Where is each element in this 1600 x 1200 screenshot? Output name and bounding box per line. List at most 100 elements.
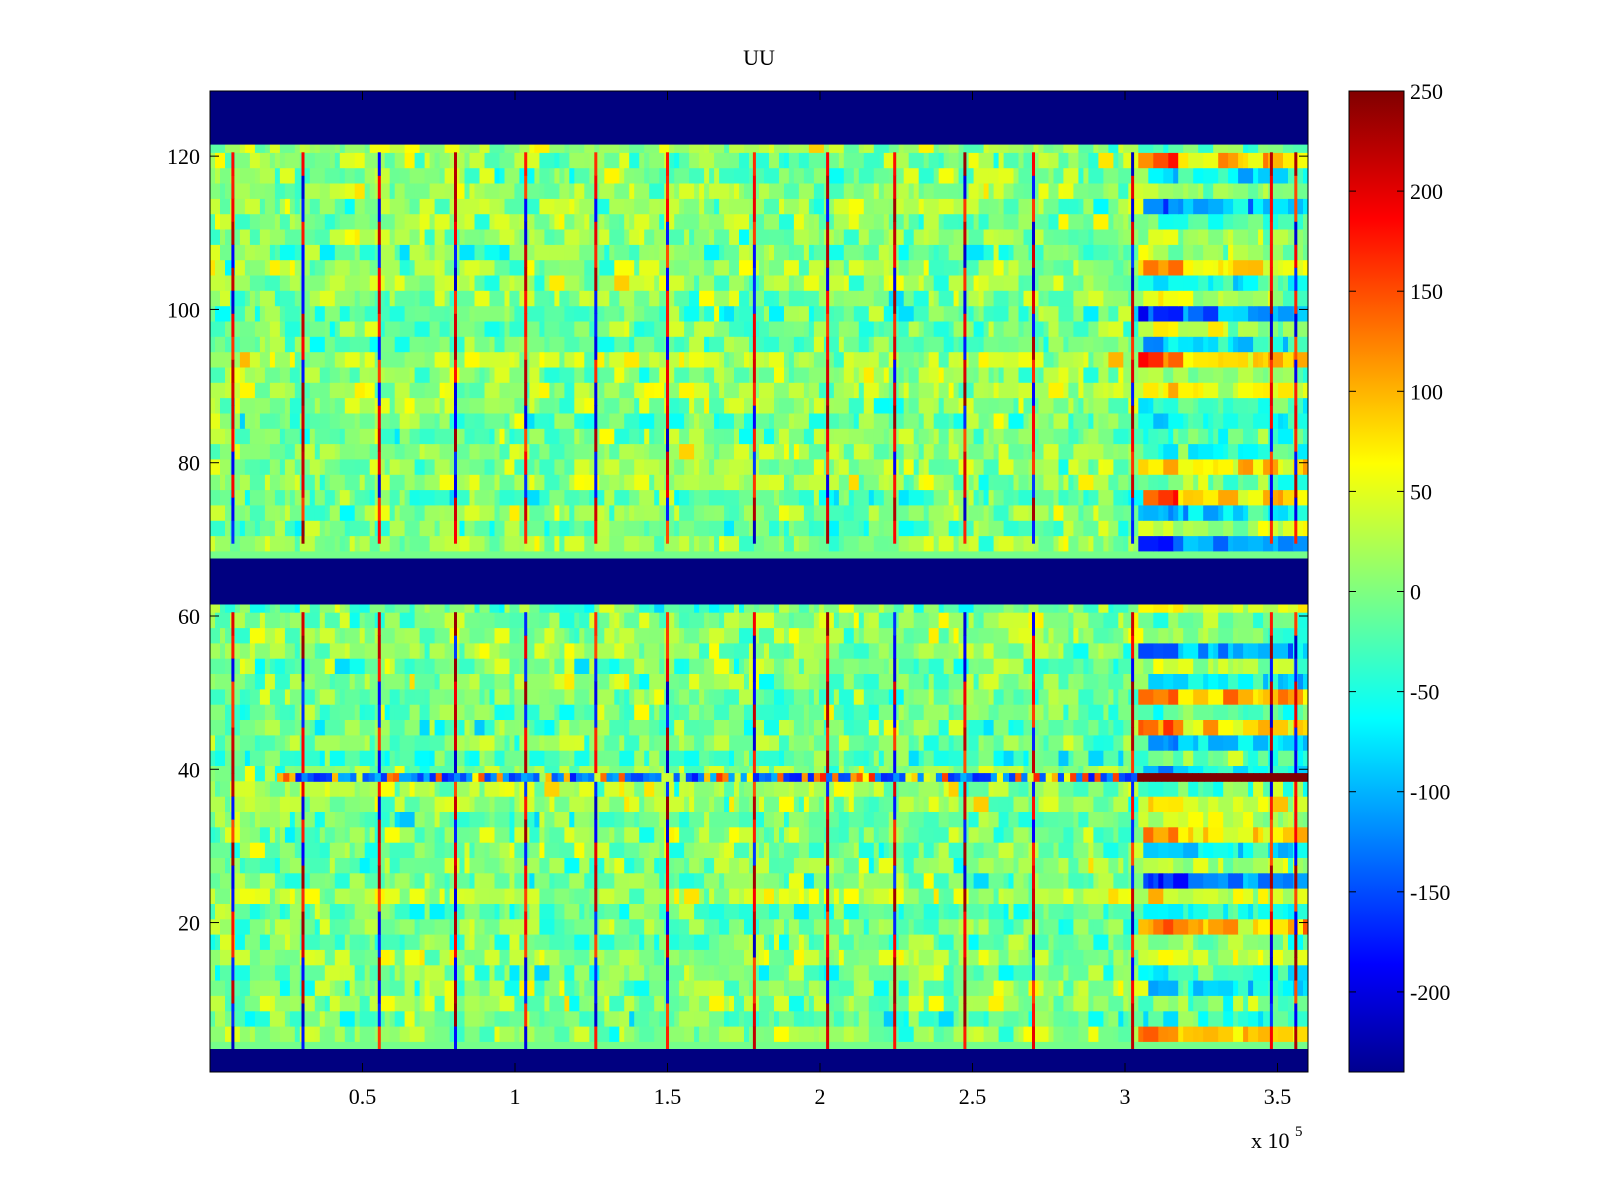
heatmap-cell xyxy=(689,535,695,552)
heatmap-cell xyxy=(359,934,366,950)
heatmap-cell xyxy=(993,474,1010,491)
heatmap-cell xyxy=(1053,489,1060,506)
heatmap-cell xyxy=(329,704,341,720)
heatmap-cell xyxy=(235,918,251,935)
heatmap-cell xyxy=(1033,320,1045,337)
heatmap-cell xyxy=(369,520,376,537)
heatmap-cell xyxy=(1258,688,1264,705)
heatmap-cell xyxy=(514,734,520,751)
heatmap-cell xyxy=(339,504,356,521)
heatmap-cell xyxy=(769,642,785,659)
heatmap-cell xyxy=(704,734,715,751)
heatmap-cell xyxy=(444,872,451,889)
heatmap-cell xyxy=(529,366,540,383)
heatmap-cell xyxy=(938,382,950,399)
heatmap-cell xyxy=(933,443,950,460)
heatmap-cell xyxy=(1168,612,1179,629)
heatmap-cell xyxy=(1218,888,1229,904)
heatmap-cell xyxy=(210,918,221,935)
heatmap-cell xyxy=(624,412,640,429)
heatmap-cell xyxy=(454,780,471,797)
heatmap-cell xyxy=(210,336,216,353)
heatmap-cell xyxy=(724,688,740,705)
heatmap-cell xyxy=(1293,458,1304,475)
heatmap-cell xyxy=(1273,305,1279,322)
heatmap-cell xyxy=(249,290,256,307)
heatmap-cell xyxy=(604,995,610,1012)
heatmap-cell xyxy=(289,980,301,996)
heatmap-cell xyxy=(404,949,421,966)
heatmap-cell xyxy=(1253,964,1269,981)
heatmap-cell xyxy=(559,780,575,797)
heatmap-cell xyxy=(1243,504,1249,521)
heatmap-cell xyxy=(759,826,765,843)
heatmap-cell xyxy=(274,826,281,843)
heatmap-cell xyxy=(394,397,406,414)
heatmap-cell xyxy=(1043,458,1060,475)
heatmap-cell xyxy=(549,1026,555,1042)
heatmap-cell xyxy=(669,412,685,429)
heatmap-cell xyxy=(269,443,286,460)
heatmap-cell xyxy=(863,520,870,537)
heatmap-cell xyxy=(374,382,381,399)
heatmap-cell xyxy=(883,474,890,491)
heatmap-cell xyxy=(1213,704,1229,720)
heatmap-cell xyxy=(1303,857,1308,874)
heatmap-cell xyxy=(769,1010,775,1027)
heatmap-cell xyxy=(414,918,421,935)
heatmap-cell xyxy=(1233,489,1239,506)
heatmap-cell xyxy=(828,658,845,674)
heatmap-cell xyxy=(784,443,790,460)
heatmap-cell xyxy=(759,397,775,414)
heatmap-cell xyxy=(1078,474,1094,491)
heatmap-cell xyxy=(539,918,555,935)
heatmap-cell xyxy=(923,704,940,720)
heatmap-cell xyxy=(973,428,985,445)
heatmap-cell xyxy=(614,336,630,353)
heatmap-cell xyxy=(529,842,540,858)
heatmap-cell xyxy=(744,596,755,613)
heatmap-cell xyxy=(1283,934,1289,950)
heatmap-cell xyxy=(1238,796,1244,812)
heatmap-cell xyxy=(674,903,680,920)
heatmap-cell xyxy=(230,826,241,843)
heatmap-cell xyxy=(828,504,845,521)
heatmap-cell xyxy=(1088,872,1094,889)
heatmap-cell xyxy=(1108,903,1114,920)
heatmap-cell xyxy=(609,918,615,935)
heatmap-cell xyxy=(384,934,401,950)
heatmap-cell xyxy=(235,443,241,460)
heatmap-cell xyxy=(1158,535,1174,552)
heatmap-cell xyxy=(1038,397,1055,414)
heatmap-cell xyxy=(1178,642,1184,659)
heatmap-cell xyxy=(978,888,995,904)
heatmap-cell xyxy=(843,780,855,797)
heatmap-cell xyxy=(694,320,700,337)
heatmap-cell xyxy=(843,351,855,368)
heatmap-cell xyxy=(719,934,735,950)
heatmap-cell xyxy=(1263,934,1274,950)
heatmap-cell xyxy=(679,780,685,797)
heatmap-cell xyxy=(694,458,700,475)
heatmap-cell xyxy=(499,428,506,445)
heatmap-cell xyxy=(434,351,441,368)
heatmap-cell xyxy=(694,366,705,383)
heatmap-cell xyxy=(858,412,865,429)
heatmap-cell xyxy=(659,305,670,322)
heatmap-cell xyxy=(1033,642,1040,659)
heatmap-cell xyxy=(634,443,645,460)
heatmap-cell xyxy=(1088,811,1104,828)
heatmap-cell xyxy=(259,734,276,751)
heatmap-cell xyxy=(843,949,860,966)
heatmap-cell xyxy=(344,397,361,414)
heatmap-cell xyxy=(389,305,406,322)
heatmap-cell xyxy=(913,443,920,460)
heatmap-cell xyxy=(434,934,451,950)
heatmap-cell xyxy=(1213,642,1219,659)
heatmap-cell xyxy=(724,872,735,889)
heatmap-cell xyxy=(709,796,715,812)
heatmap-cell xyxy=(709,688,715,705)
heatmap-cell xyxy=(1013,918,1025,935)
heatmap-cell xyxy=(524,934,535,950)
heatmap-cell xyxy=(1218,796,1234,812)
